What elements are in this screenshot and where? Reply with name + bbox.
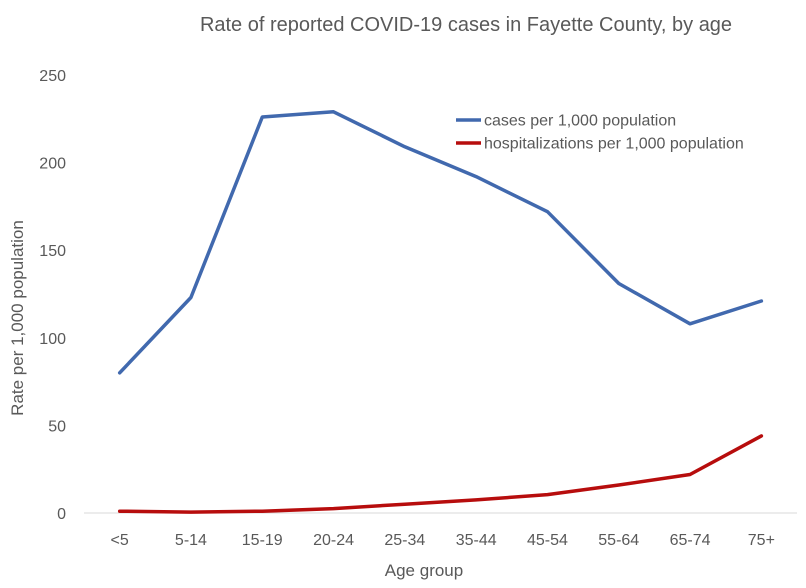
series-line-hospitalizations [117, 434, 764, 514]
x-tick-label: 35-44 [456, 532, 497, 549]
data-point [189, 296, 193, 300]
data-point [545, 210, 549, 214]
data-point [688, 472, 692, 476]
y-tick-label: 50 [48, 418, 66, 435]
data-point [260, 115, 264, 119]
y-tick-label: 250 [39, 68, 66, 85]
data-point [617, 483, 621, 487]
data-point [332, 507, 336, 511]
series-lines [117, 110, 764, 514]
data-point [118, 371, 122, 375]
data-point [545, 493, 549, 497]
x-axis-label: Age group [385, 561, 463, 580]
x-tick-labels: <5 5-14 15-19 20-24 25-34 35-44 45-54 55-64 65-7… [111, 532, 775, 549]
x-tick-label: 15-19 [242, 532, 283, 549]
y-tick-label: 0 [57, 506, 66, 523]
series-line-cases [117, 110, 764, 375]
data-point [759, 299, 763, 303]
x-tick-label: 20-24 [313, 532, 354, 549]
legend: cases per 1,000 population hospitalizatio… [456, 113, 744, 153]
data-point [332, 110, 336, 114]
data-point [759, 434, 763, 438]
x-tick-label: 55-64 [598, 532, 639, 549]
data-point [403, 145, 407, 149]
x-tick-label: 25-34 [384, 532, 425, 549]
data-point [189, 510, 193, 514]
y-tick-label: 200 [39, 156, 66, 173]
y-tick-labels: 0 50 100 150 200 250 [39, 68, 66, 523]
y-tick-label: 100 [39, 331, 66, 348]
legend-label: hospitalizations per 1,000 population [484, 136, 744, 153]
x-tick-label: 45-54 [527, 532, 568, 549]
data-point [474, 175, 478, 179]
x-tick-label: 75+ [748, 532, 775, 549]
x-tick-label: 65-74 [670, 532, 711, 549]
chart-title: Rate of reported COVID-19 cases in Fayet… [200, 14, 732, 36]
data-point [260, 509, 264, 513]
x-tick-label: <5 [111, 532, 129, 549]
data-point [403, 502, 407, 506]
legend-label: cases per 1,000 population [484, 113, 676, 130]
x-tick-label: 5-14 [175, 532, 207, 549]
data-point [688, 322, 692, 326]
data-point [474, 498, 478, 502]
y-axis-label: Rate per 1,000 population [8, 220, 27, 416]
data-point [118, 509, 122, 513]
y-tick-label: 150 [39, 243, 66, 260]
data-point [617, 281, 621, 285]
